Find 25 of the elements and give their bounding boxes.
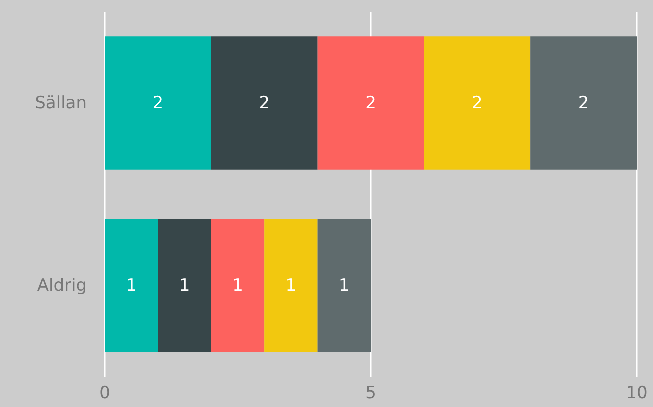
y-tick-label: Aldrig [37, 276, 87, 296]
data-label: 2 [152, 93, 164, 114]
y-tick-label: Sällan [35, 93, 87, 114]
bar [318, 219, 371, 352]
data-label: 1 [232, 276, 244, 296]
data-label: 1 [179, 276, 190, 296]
data-label: 2 [259, 93, 270, 114]
bar [530, 36, 637, 170]
data-label: 1 [126, 276, 138, 296]
bar [424, 36, 531, 170]
data-label: 2 [472, 93, 483, 114]
bar [105, 219, 158, 352]
data-label: 2 [578, 93, 590, 114]
x-tick-label: 0 [100, 384, 110, 404]
bar [264, 219, 318, 352]
bar [318, 36, 424, 170]
x-tick-label: 10 [626, 384, 648, 404]
data-label: 2 [366, 93, 376, 114]
bar [158, 219, 212, 352]
bar [105, 36, 212, 170]
data-label: 1 [338, 276, 350, 296]
x-tick-label: 5 [366, 384, 376, 404]
bar [211, 36, 318, 170]
bar [211, 219, 265, 352]
data-label: 1 [286, 276, 297, 296]
